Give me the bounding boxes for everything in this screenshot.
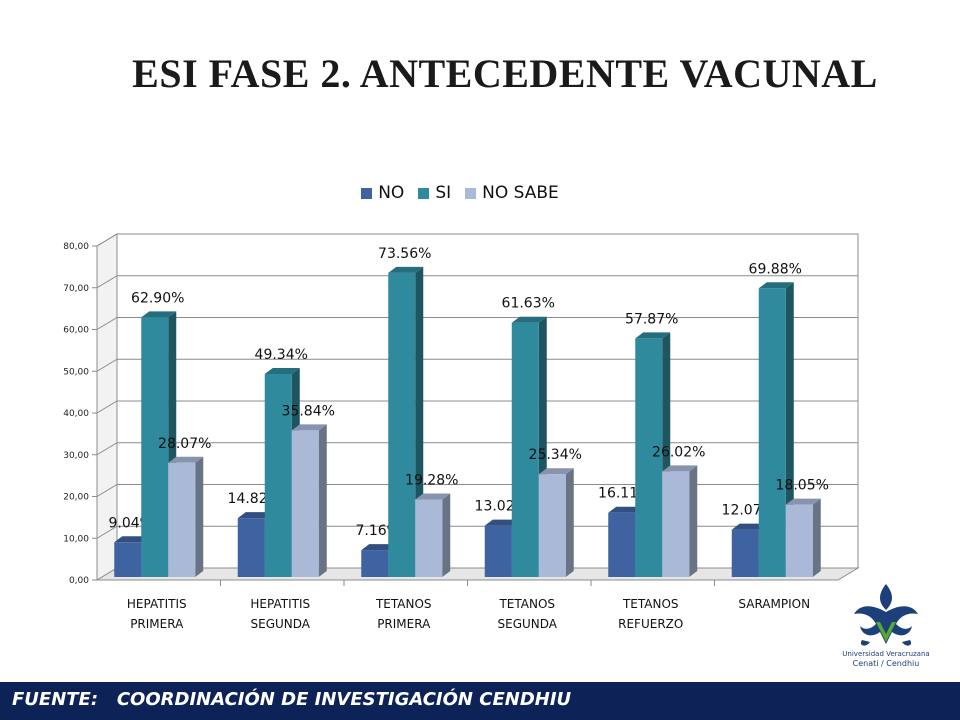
legend-label-no: NO [378, 183, 405, 203]
gridline [96, 484, 858, 497]
bar-side [689, 465, 698, 577]
bar-side [195, 456, 204, 577]
bar-top [635, 332, 671, 339]
bar-top [361, 544, 397, 551]
bar-top [731, 523, 767, 530]
x-tick-label: SARAMPION [738, 597, 810, 611]
bar-top [785, 498, 821, 505]
y-tick-label: 40,00 [63, 409, 89, 419]
bar-no [484, 525, 512, 577]
legend-item-si: SI [418, 183, 451, 203]
data-label: 73.56% [378, 246, 431, 262]
gridline [96, 275, 858, 289]
data-label: 18.05% [776, 478, 829, 494]
gridline [96, 358, 858, 372]
bar-top [415, 493, 451, 500]
x-tick-label: PRIMERA [130, 617, 184, 631]
y-tick-label: 30,00 [63, 451, 89, 461]
data-label: 49.34% [255, 347, 308, 363]
bar-top [141, 311, 177, 318]
bar-top [114, 536, 150, 543]
data-label: 62.90% [131, 290, 184, 306]
x-tick-label: HEPATITIS [250, 597, 310, 611]
bar-top [484, 519, 520, 526]
footer-source: FUENTE: COORDINACIÓN DE INVESTIGACIÓN CE… [12, 689, 572, 710]
bar-no [608, 512, 636, 577]
bar-top [511, 316, 547, 323]
y-tick-label: 0,00 [69, 576, 89, 586]
bar-chart: 0,00 10,00 20,00 30,00 40,00 50,00 60,00 70,00 8… [63, 233, 860, 631]
legend-item-no: NO [361, 183, 404, 203]
legend-swatch-no [361, 187, 373, 199]
gridline [96, 317, 858, 330]
x-tick-label: PRIMERA [377, 617, 431, 631]
gridline [96, 233, 858, 247]
bar-si [388, 272, 416, 577]
bar-side [812, 498, 821, 577]
data-label: 61.63% [502, 296, 555, 312]
bar-no [361, 550, 389, 577]
bar-side [318, 424, 327, 577]
bar-top [758, 282, 794, 289]
data-label: 28.07% [158, 436, 211, 452]
bar-no-sabe [538, 474, 566, 577]
bar-no [237, 518, 265, 577]
bar-top [168, 456, 204, 463]
data-label: 26.02% [652, 444, 705, 460]
bar-no-sabe [785, 504, 813, 577]
bar-si [635, 338, 663, 577]
footer-bar: FUENTE: COORDINACIÓN DE INVESTIGACIÓN CE… [0, 682, 960, 720]
bar-no [114, 542, 142, 577]
data-label: 35.84% [282, 403, 335, 419]
y-tick-label: 70,00 [63, 284, 89, 294]
bar-side [565, 468, 574, 577]
bar-top [662, 465, 698, 472]
x-tick-label: SEGUNDA [251, 617, 311, 631]
bar-top [264, 368, 300, 375]
chart-legend: NO SI NO SABE [0, 183, 920, 203]
bar-si [511, 322, 539, 577]
y-tick-label: 20,00 [63, 493, 89, 503]
bar-top [538, 468, 574, 475]
bar-top [388, 266, 424, 273]
bar-no-sabe [291, 430, 319, 577]
bar-top [291, 424, 327, 431]
gridline [96, 442, 858, 456]
bar-no-sabe [168, 462, 196, 577]
x-tick-label: REFUERZO [618, 617, 683, 631]
data-label: 69.88% [749, 261, 802, 277]
data-label: 19.28% [405, 473, 458, 489]
bar-si [141, 317, 169, 577]
logo-caption-line2: Cenati / Cendhiu [852, 659, 920, 668]
bar-no [731, 529, 759, 577]
y-tick-label: 50,00 [63, 367, 89, 377]
data-label: 57.87% [625, 311, 678, 327]
legend-swatch-no-sabe [465, 187, 477, 199]
legend-label-no-sabe: NO SABE [482, 183, 559, 203]
logo-caption-line1: Universidad Veracruzana [842, 650, 930, 658]
x-tick-label: SEGUNDA [498, 617, 558, 631]
x-tick-label: TETANOS [498, 597, 555, 611]
slide-title: ESI FASE 2. ANTECEDENTE VACUNAL [132, 51, 878, 96]
bar-no-sabe [415, 499, 443, 577]
legend-swatch-si [418, 187, 430, 199]
y-tick-label: 80,00 [63, 242, 89, 252]
y-tick-label: 10,00 [63, 534, 89, 544]
x-tick-label: HEPATITIS [127, 597, 187, 611]
bar-si [264, 374, 292, 577]
data-label: 25.34% [529, 447, 582, 463]
x-tick-label: TETANOS [375, 597, 432, 611]
x-tick-label: TETANOS [622, 597, 679, 611]
gridline [96, 400, 858, 414]
legend-label-si: SI [435, 183, 452, 203]
bar-no-sabe [662, 471, 690, 577]
legend-item-no-sabe: NO SABE [465, 183, 559, 203]
logo-caption: Universidad Veracruzana Cenati / Cendhiu [836, 650, 936, 668]
y-tick-label: 60,00 [63, 326, 89, 336]
bar-side [442, 493, 451, 577]
bar-si [758, 288, 786, 577]
university-logo [854, 584, 918, 646]
bar-top [237, 512, 273, 519]
bar-top [608, 506, 644, 513]
